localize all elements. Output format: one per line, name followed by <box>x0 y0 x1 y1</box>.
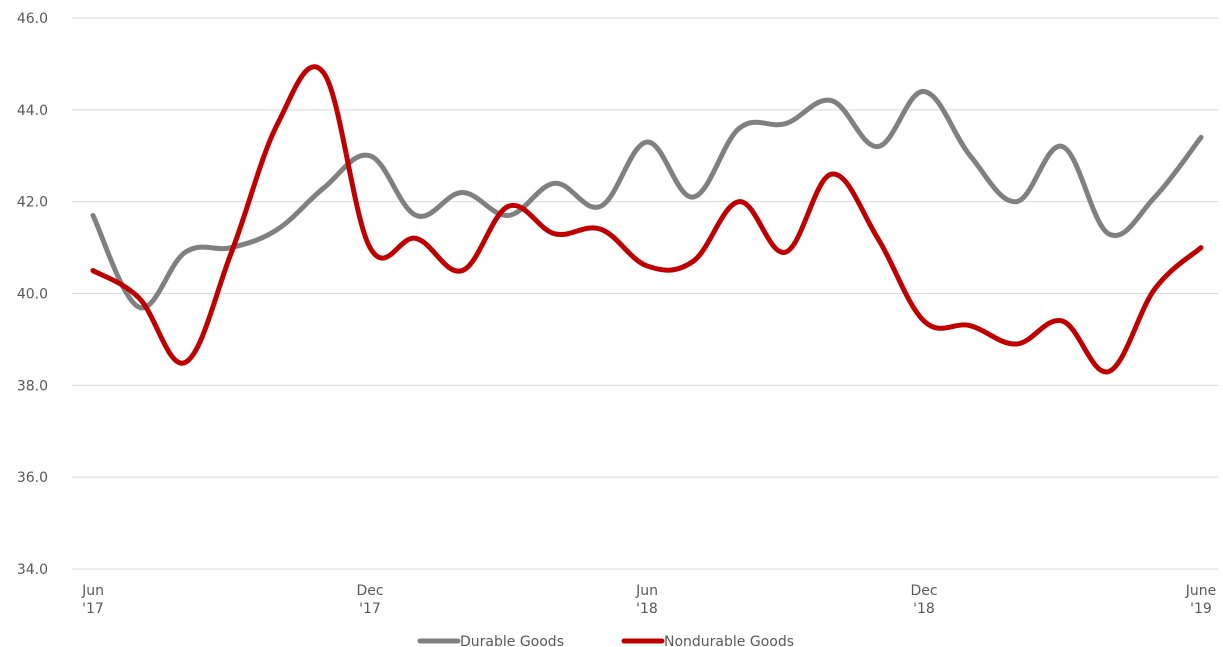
series-lines <box>90 64 1204 375</box>
y-tick-label: 42.0 <box>17 195 48 211</box>
y-tick-label: 36.0 <box>17 470 48 486</box>
legend-label-durable-goods: Durable Goods <box>460 634 564 647</box>
y-tick-label: 40.0 <box>17 287 48 303</box>
x-tick-label: '17 <box>359 601 381 617</box>
x-tick-label: June <box>1185 583 1217 599</box>
y-tick-label: 46.0 <box>17 11 48 27</box>
y-tick-label: 34.0 <box>17 562 48 578</box>
x-tick-label: Dec <box>356 583 383 599</box>
legend: Durable Goods Nondurable Goods <box>417 634 794 647</box>
series-line-durable-goods <box>90 88 1204 311</box>
x-tick-label: Jun <box>635 583 658 599</box>
x-tick-label: '18 <box>913 601 935 617</box>
x-tick-label: '18 <box>636 601 658 617</box>
gridlines <box>72 17 1218 570</box>
x-tick-label: Dec <box>910 583 937 599</box>
series-line-nondurable-goods <box>90 64 1204 375</box>
y-tick-label: 44.0 <box>17 103 48 119</box>
x-tick-label: '17 <box>82 601 104 617</box>
x-axis-ticks: Jun '17 Dec '17 Jun '18 Dec '18 June '19 <box>81 583 1216 617</box>
y-axis-ticks: 34.0 36.0 38.0 40.0 42.0 44.0 46.0 <box>17 11 48 578</box>
legend-label-nondurable-goods: Nondurable Goods <box>664 634 794 647</box>
y-tick-label: 38.0 <box>17 378 48 394</box>
x-tick-label: Jun <box>81 583 104 599</box>
x-tick-label: '19 <box>1190 601 1212 617</box>
